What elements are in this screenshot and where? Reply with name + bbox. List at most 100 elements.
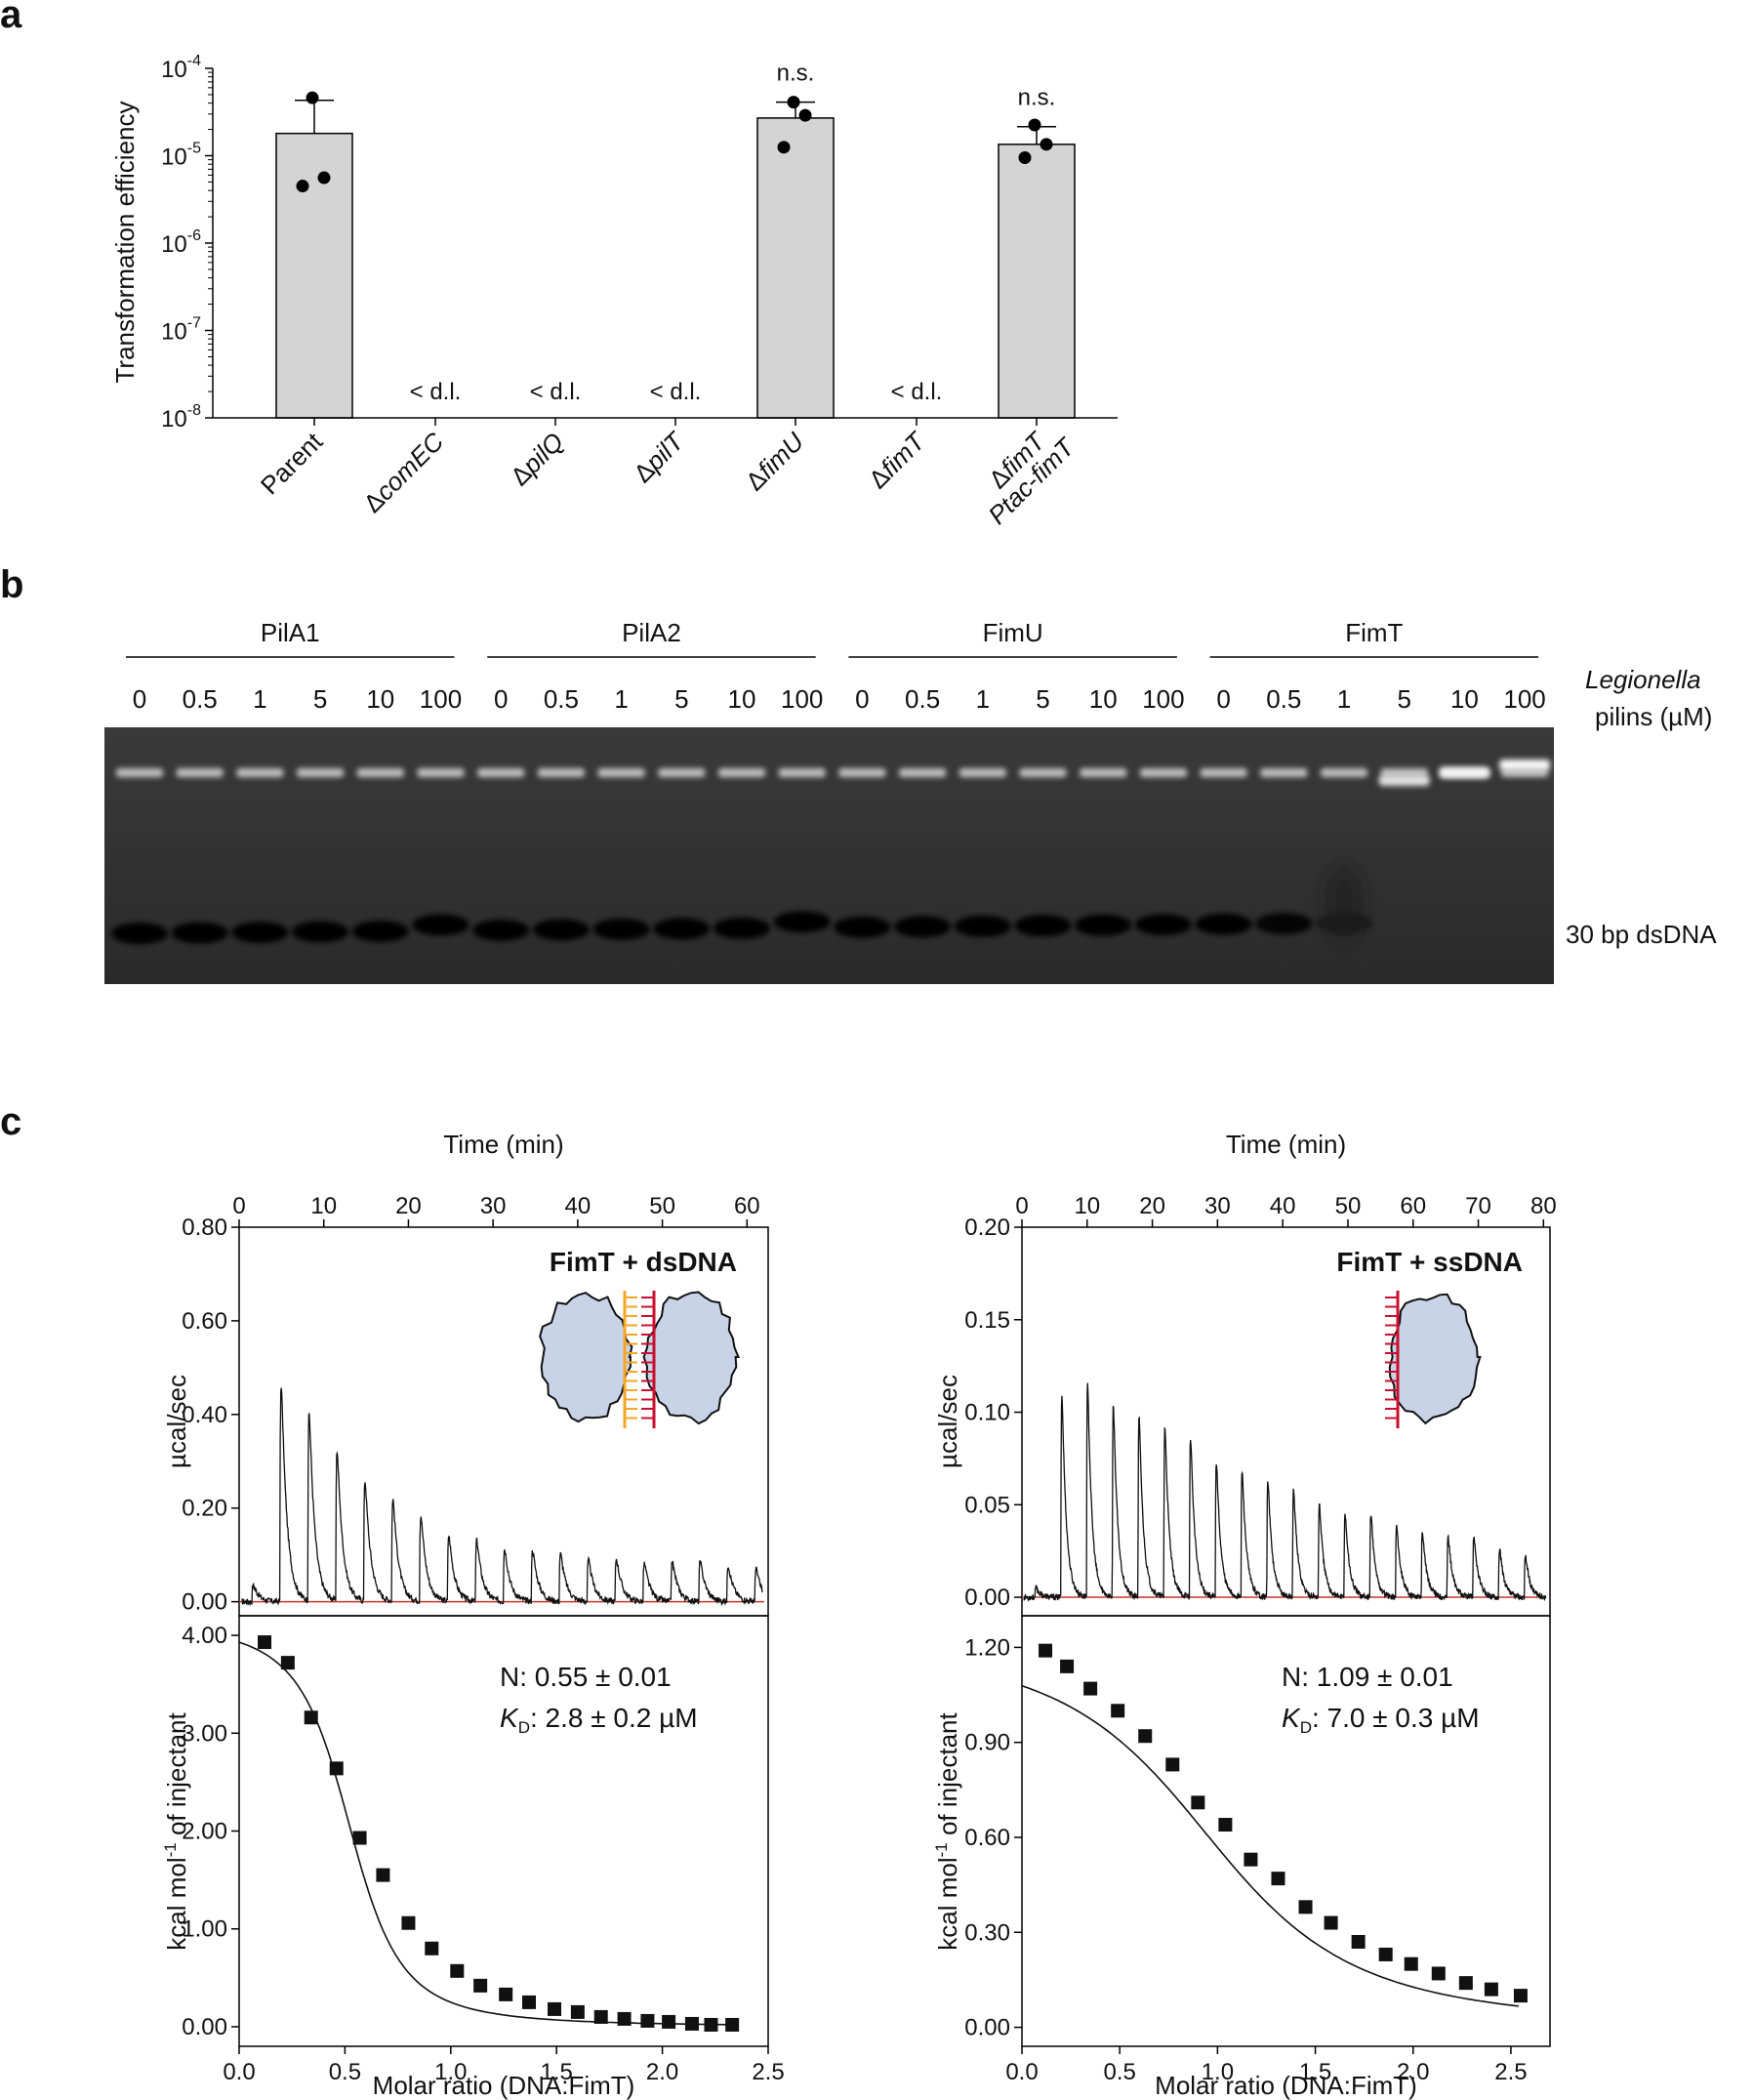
data-point [280,1656,295,1670]
y-tick-label: 10-6 [161,227,201,258]
gel-band [653,918,711,940]
itc-dsdna-isotherm: 0.0 0.5 1.0 1.5 2.0 2.5 0.00 1.00 2.00 3.00 4.00 Mo… [161,1615,785,2100]
gel-well [116,768,163,777]
gel-lane-label: 0.5 [905,684,940,714]
gel-group-label: FimU [983,618,1043,647]
data-point [1378,1947,1393,1961]
data-point [548,2001,562,2016]
x-tick-label: 1.5 [1299,2059,1331,2085]
plot-frame [1021,1615,1551,2047]
gel-lane-label: 0.5 [544,684,579,714]
x-tick-label: Parent [255,426,329,500]
x-tick-label: 20 [395,1193,422,1219]
protein-shape [539,1292,633,1423]
bar [756,117,835,419]
gel-well [1260,768,1308,777]
y-tick-label: 0.40 [182,1402,227,1428]
data-point [1060,1659,1075,1673]
x-tick-label: 50 [1335,1193,1362,1219]
x-tick-label: 10 [310,1193,337,1219]
bars-layer: < d.l. < d.l. < d.l. n.s. < d.l. n.s. [275,61,1076,419]
gel-side-label-italic: Legionella [1585,665,1701,694]
x-tick-label: 60 [1400,1193,1426,1219]
gel-band [351,920,409,942]
data-point [258,1635,272,1650]
gel-lane-label: 0 [133,684,146,714]
protein-shape [642,1291,740,1425]
data-point [1165,1757,1180,1772]
fit-n-text: N: 0.55 ± 0.01 [500,1662,672,1692]
y-axis-label: Transformation efficiency [110,101,140,383]
x-tick-label: 40 [565,1193,591,1219]
gel-well [1380,768,1428,777]
data-point [798,108,812,122]
y-tick-label: 4.00 [182,1623,227,1649]
gel-well [778,768,826,777]
y-tick-label: 0.05 [964,1492,1010,1518]
x-tick-label: 30 [480,1193,507,1219]
x-tick-label: ΔfimT [863,426,932,495]
itc-ssdna-isotherm: 0.0 0.5 1.0 1.5 2.0 2.5 0.00 0.30 0.60 0.90 1.20 Mo… [932,1615,1551,2100]
gel-band [1014,915,1072,937]
inset-label: FimT + ssDNA [1336,1247,1523,1277]
y-tick-label: 0.90 [964,1730,1010,1756]
gel-lane-label: 5 [674,684,688,714]
gel-background [104,727,1554,984]
gel-lane-label: 100 [1142,684,1184,714]
x-tick-label: 30 [1204,1193,1231,1219]
data-point [1138,1729,1153,1744]
gel-well [838,768,886,777]
gel-group-label: PilA1 [261,618,320,647]
gel-well [356,768,404,777]
gel-lane-label: 10 [1089,684,1118,714]
y-tick-label: 1.00 [182,1916,227,1943]
gel-band [1255,913,1313,935]
data-point [352,1831,367,1845]
gel-band [472,919,530,941]
y-tick-label: 0.00 [964,1585,1010,1611]
fit-n-text: N: 1.09 ± 0.01 [1282,1662,1453,1692]
gel-band [1134,914,1192,936]
annotation: n.s. [777,61,815,87]
gel-lane-label: 0.5 [1266,684,1301,714]
y-tick-label: 10-8 [161,402,201,432]
data-point [499,1987,513,2001]
gel-lane-label: 10 [366,684,394,714]
thermogram-trace [1023,1382,1547,1602]
data-point [425,1941,439,1956]
data-point [787,96,800,109]
top-x-axis-label: Time (min) [1226,1130,1346,1159]
y-tick-label: 0.00 [964,2015,1010,2041]
data-point [1018,150,1032,164]
x-tick-label: 20 [1139,1193,1165,1219]
x-tick-label: 0.5 [329,2059,361,2085]
data-point [640,2013,655,2028]
data-point [296,180,309,193]
data-point [725,2017,740,2032]
fit-kd-text: KD: 2.8 ± 0.2 µM [500,1703,698,1737]
gel-band-label: 30 bp dsDNA [1566,920,1717,949]
gel-lane-label: 100 [1503,684,1545,714]
x-tick-label: ΔcomEC [357,427,449,518]
x-tick-label: 80 [1530,1193,1557,1219]
x-tick-label: 0 [232,1193,245,1219]
gel-well [1200,768,1247,777]
gel-smear [1325,864,1364,942]
fit-curve [1021,1684,1519,2007]
gel-band [532,919,590,941]
data-point [1028,118,1041,132]
gel-band [894,916,952,938]
gel-well [537,768,585,777]
y-tick-label: 0.15 [964,1307,1010,1334]
data-point [570,2004,585,2019]
data-point [1431,1966,1446,1981]
x-tick-label: 40 [1270,1193,1296,1219]
data-point [317,171,331,185]
gel-band [954,915,1011,937]
gel-lane-label: 0 [855,684,869,714]
y-tick-label: 0.00 [182,2014,227,2040]
data-point [401,1915,416,1930]
data-point [1513,1989,1528,2003]
